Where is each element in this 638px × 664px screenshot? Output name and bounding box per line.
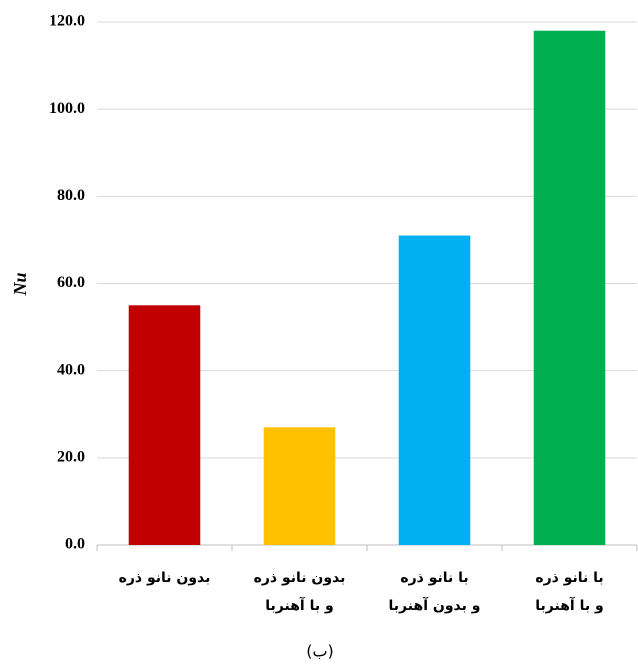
x-tick-label: با نانو ذره: [535, 570, 603, 586]
x-tick-label: با نانو ذره: [400, 570, 468, 586]
y-tick-label: 20.0: [57, 449, 85, 466]
y-tick-label: 0.0: [65, 536, 85, 553]
y-tick-label: 80.0: [57, 187, 85, 204]
x-tick-label: و بدون آهنربا: [389, 596, 481, 614]
x-tick-label: و با آهنربا: [535, 596, 603, 614]
bar: [128, 305, 201, 545]
y-tick-label: 40.0: [57, 361, 85, 378]
bar: [533, 30, 606, 545]
bar: [263, 427, 336, 545]
y-axis-label: Nu: [10, 272, 30, 296]
caption: (ب): [306, 642, 334, 661]
y-tick-label: 100.0: [49, 100, 85, 117]
x-tick-label: و با آهنربا: [265, 596, 333, 614]
bar: [398, 235, 471, 545]
x-tick-label: بدون نانو ذره: [254, 570, 346, 586]
y-tick-label: 60.0: [57, 274, 85, 291]
x-tick-label: بدون نانو ذره: [119, 570, 211, 586]
y-tick-label: 120.0: [49, 13, 85, 30]
